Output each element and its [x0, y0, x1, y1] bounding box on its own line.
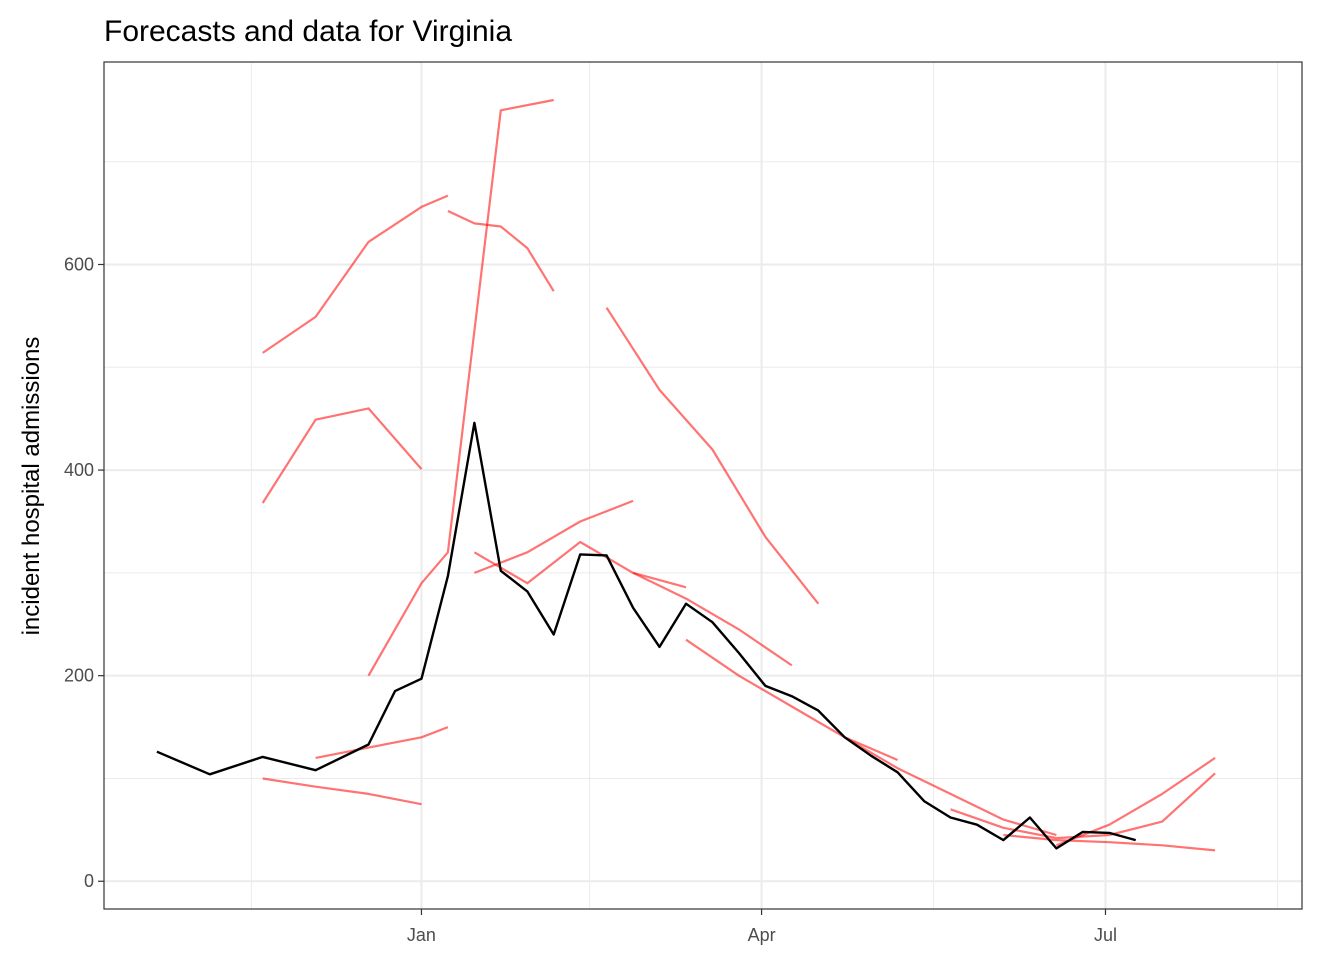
x-tick-label: Apr [748, 925, 776, 945]
panel-border [103, 61, 1303, 910]
forecast-line-1 [262, 194, 449, 354]
forecast-line-7 [685, 638, 899, 762]
forecast-line-9 [950, 772, 1216, 840]
forecast-line-12 [474, 499, 634, 574]
forecast-line-10 [315, 726, 449, 759]
chart-title: Forecasts and data for Virginia [104, 15, 512, 48]
y-axis-label: incident hospital admissions [18, 337, 45, 636]
forecast-line-3 [605, 307, 820, 605]
observed-line [156, 421, 1137, 850]
forecast-line-11 [262, 777, 422, 806]
forecast-line-14 [1003, 833, 1216, 852]
forecast-line-13 [632, 571, 793, 667]
forecast-line-6 [473, 540, 687, 589]
forecast-line-15 [1056, 756, 1216, 847]
y-tick-label: 400 [64, 460, 94, 480]
forecast-line-5 [367, 98, 554, 677]
forecast-line-4 [261, 407, 423, 504]
grid-layer [104, 62, 1302, 909]
y-tick-label: 200 [64, 666, 94, 686]
y-tick-label: 0 [84, 871, 94, 891]
forecast-line-2 [447, 210, 555, 292]
observed-layer [156, 421, 1137, 850]
tick-layer: 0 200 400 600 Jan Apr Jul [64, 254, 1117, 945]
y-tick-label: 600 [64, 254, 94, 274]
x-tick-label: Jul [1094, 925, 1117, 945]
x-tick-label: Jan [407, 925, 436, 945]
